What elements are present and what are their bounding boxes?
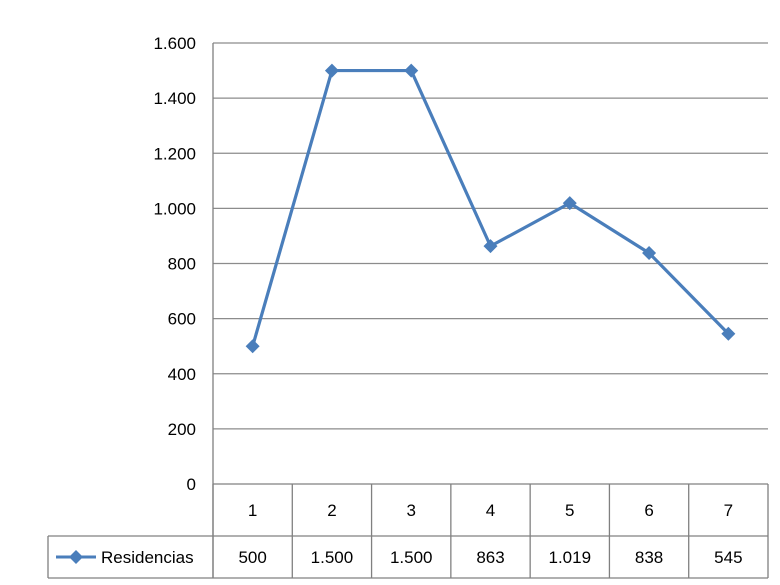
data-value-label: 863 (476, 548, 504, 567)
data-value-label: 500 (238, 548, 266, 567)
data-value-label: 1.500 (311, 548, 354, 567)
data-point-1 (245, 339, 260, 354)
x-tick-label: 5 (565, 501, 574, 520)
y-tick-label: 400 (168, 365, 196, 384)
y-tick-label: 1.400 (153, 89, 196, 108)
data-value-label: 838 (635, 548, 663, 567)
y-tick-label: 600 (168, 310, 196, 329)
y-tick-label: 800 (168, 255, 196, 274)
y-tick-label: 1.600 (153, 34, 196, 53)
data-point-4 (483, 239, 498, 254)
data-point-7 (721, 326, 736, 341)
y-tick-label: 1.000 (153, 199, 196, 218)
x-tick-label: 2 (327, 501, 336, 520)
data-value-label: 1.019 (549, 548, 592, 567)
data-table: 1 2 3 4 5 6 7 Residencias 500 1.500 1.500 863 1.019 8… (47, 483, 769, 579)
x-tick-label: 3 (406, 501, 415, 520)
x-tick-label: 4 (486, 501, 495, 520)
data-point-3 (404, 63, 419, 78)
x-tick-label: 1 (248, 501, 257, 520)
data-value-label: 545 (714, 548, 742, 567)
x-tick-label: 6 (644, 501, 653, 520)
data-point-2 (324, 63, 339, 78)
y-tick-label: 1.200 (153, 144, 196, 163)
y-tick-label: 200 (168, 420, 196, 439)
legend-marker (69, 550, 83, 564)
x-tick-label: 7 (724, 501, 733, 520)
y-tick-label: 0 (187, 475, 196, 494)
legend-label: Residencias (101, 548, 194, 567)
data-point-5 (562, 196, 577, 211)
data-value-label: 1.500 (390, 548, 433, 567)
data-point-6 (642, 246, 657, 261)
series-residencias (245, 63, 736, 354)
y-axis-tick-labels: 0 200 400 600 800 1.000 1.200 1.400 1.600 (153, 34, 196, 494)
gridlines (212, 42, 768, 578)
